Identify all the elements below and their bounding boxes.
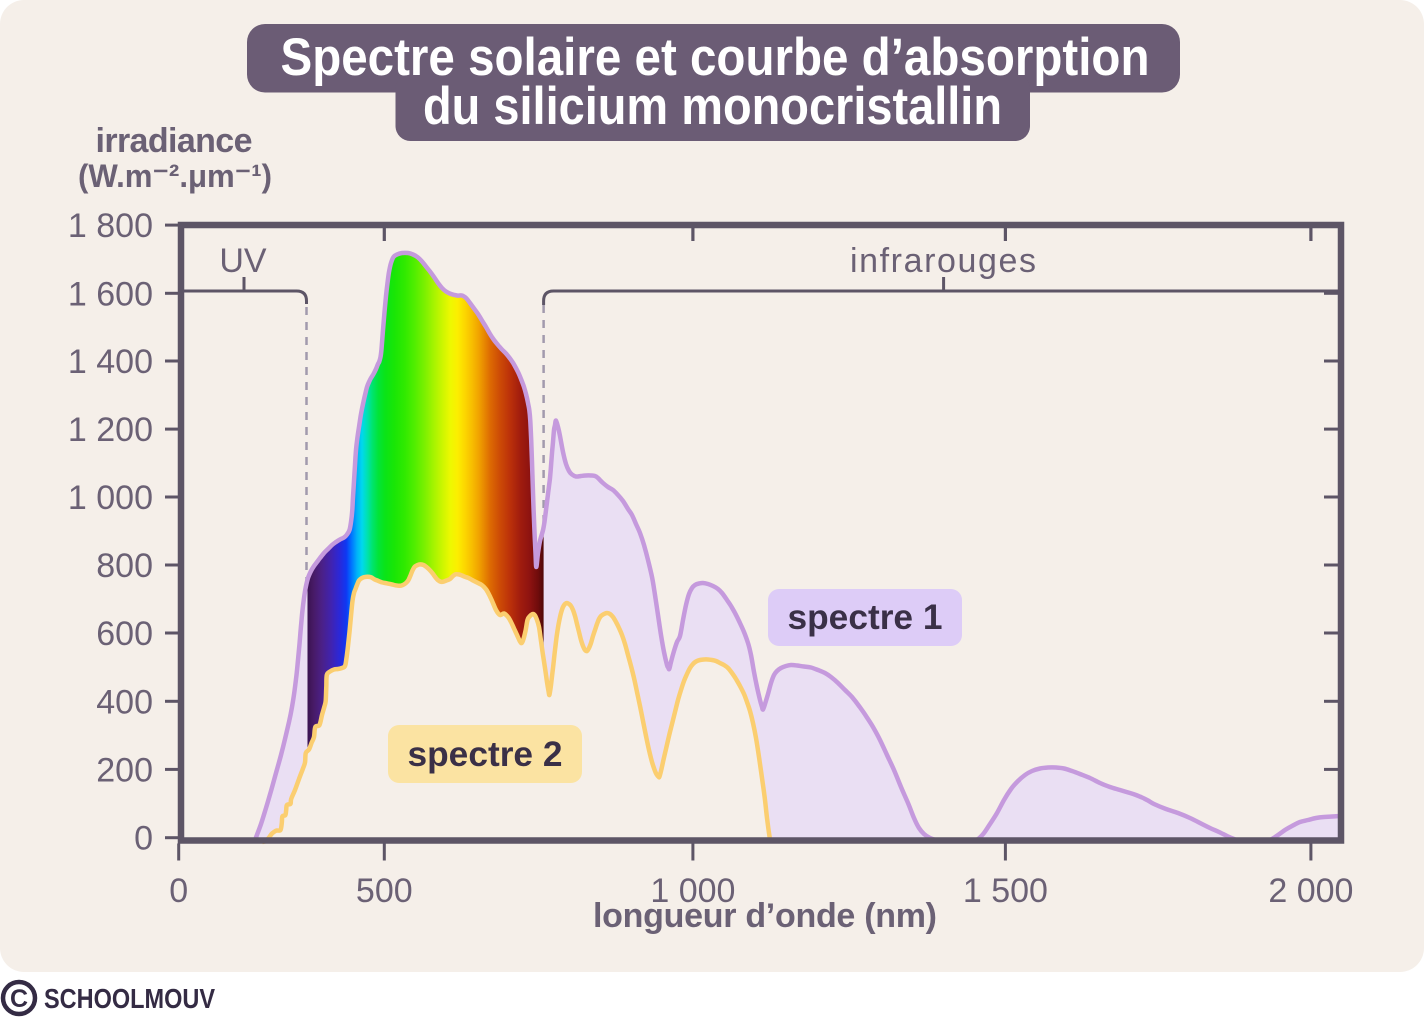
svg-text:1 200: 1 200 bbox=[68, 411, 153, 449]
svg-text:C: C bbox=[10, 985, 28, 1013]
svg-text:1 500: 1 500 bbox=[963, 872, 1048, 910]
svg-text:200: 200 bbox=[96, 751, 153, 789]
svg-text:Spectre solaire et courbe d’ab: Spectre solaire et courbe d’absorption bbox=[281, 28, 1150, 87]
svg-text:longueur d’onde (nm): longueur d’onde (nm) bbox=[593, 897, 937, 935]
svg-text:irradiance: irradiance bbox=[96, 122, 253, 160]
svg-text:0: 0 bbox=[134, 820, 153, 858]
svg-text:1 600: 1 600 bbox=[68, 275, 153, 313]
svg-text:spectre 1: spectre 1 bbox=[788, 598, 943, 637]
svg-text:SCHOOLMOUV: SCHOOLMOUV bbox=[44, 983, 215, 1014]
svg-text:1 800: 1 800 bbox=[68, 207, 153, 245]
svg-text:600: 600 bbox=[96, 615, 153, 653]
svg-text:UV: UV bbox=[219, 242, 267, 280]
svg-text:500: 500 bbox=[356, 872, 413, 910]
svg-text:0: 0 bbox=[169, 872, 188, 910]
svg-text:du silicium monocristallin: du silicium monocristallin bbox=[423, 77, 1002, 136]
svg-text:400: 400 bbox=[96, 683, 153, 721]
svg-text:800: 800 bbox=[96, 547, 153, 585]
svg-text:infrarouges: infrarouges bbox=[850, 242, 1036, 280]
svg-text:(W.m⁻².μm⁻¹): (W.m⁻².μm⁻¹) bbox=[78, 158, 272, 194]
svg-text:spectre 2: spectre 2 bbox=[408, 735, 563, 774]
svg-text:1 000: 1 000 bbox=[650, 872, 735, 910]
svg-text:2 000: 2 000 bbox=[1268, 872, 1353, 910]
svg-text:1 400: 1 400 bbox=[68, 343, 153, 381]
svg-text:1 000: 1 000 bbox=[68, 479, 153, 517]
